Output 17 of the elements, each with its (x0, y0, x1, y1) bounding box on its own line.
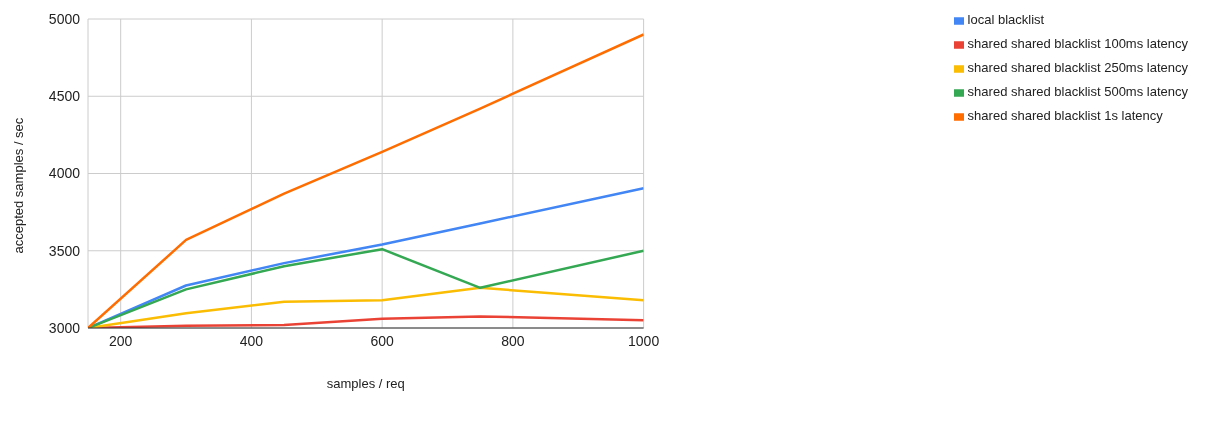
legend-label: local blacklist (967, 12, 1045, 27)
x-axis-title: samples / req (326, 376, 405, 391)
y-tick-label: 3000 (48, 319, 81, 336)
legend-label: shared shared blacklist 100ms latency (967, 36, 1188, 51)
y-tick-label: 4500 (48, 88, 81, 105)
x-tick-label: 400 (239, 332, 264, 349)
x-tick-label: 600 (370, 332, 395, 349)
legend-label: shared shared blacklist 250ms latency (967, 60, 1188, 75)
y-tick-label: 4000 (48, 165, 81, 182)
legend-label: shared shared blacklist 1s latency (967, 108, 1163, 123)
legend-label: shared shared blacklist 500ms latency (967, 84, 1188, 99)
x-tick-label: 800 (501, 332, 525, 349)
x-tick-label: 200 (109, 332, 133, 349)
y-axis-title: accepted samples / sec (10, 117, 26, 254)
x-tick-label: 1000 (628, 332, 660, 349)
y-tick-label: 5000 (48, 10, 81, 27)
y-tick-label: 3500 (48, 242, 81, 259)
